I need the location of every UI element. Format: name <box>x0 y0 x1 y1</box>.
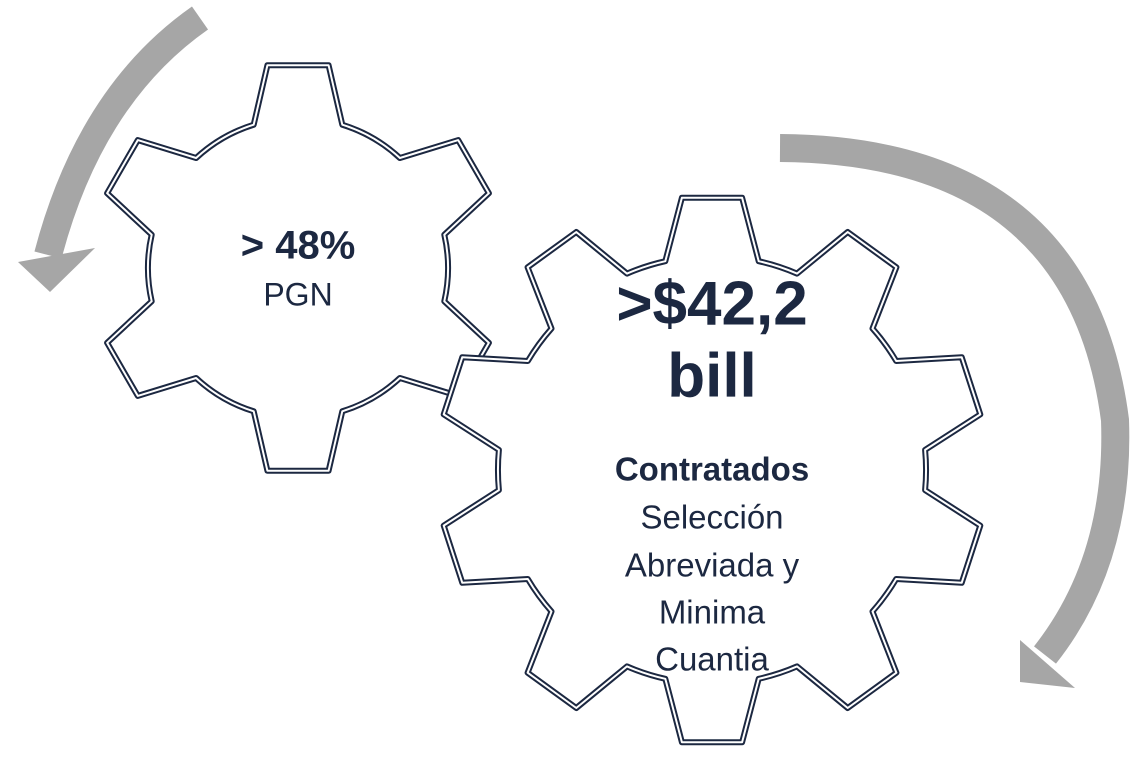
arrow-left <box>18 6 209 292</box>
small-gear-label: PGN <box>263 276 332 312</box>
small-gear-figure: > 48% <box>241 224 356 268</box>
gears <box>104 62 984 746</box>
big-gear-figure: >$42,2 <box>616 269 807 338</box>
big-gear-line: Minima <box>659 594 766 631</box>
big-gear-heading: Contratados <box>615 451 809 488</box>
gear <box>106 64 490 472</box>
arrow-right <box>779 134 1130 688</box>
gear <box>104 62 492 474</box>
big-gear-line: Cuantia <box>655 641 769 678</box>
big-gear-line: Abreviada y <box>625 547 800 584</box>
big-gear-line: Selección <box>640 499 783 536</box>
gear <box>442 196 982 744</box>
big-gear-figure: bill <box>667 341 757 410</box>
